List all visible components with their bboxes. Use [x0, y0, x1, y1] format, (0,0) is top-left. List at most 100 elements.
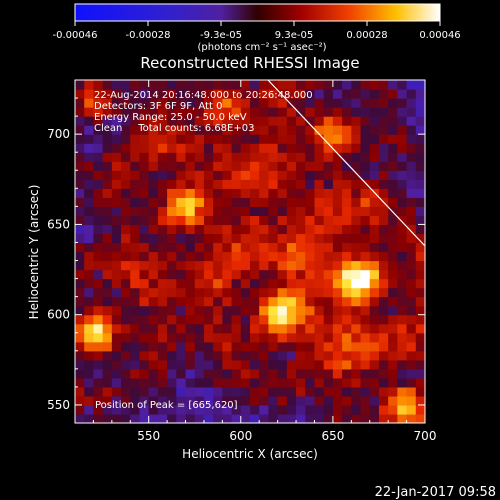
- heatmap-cell: [305, 332, 316, 343]
- heatmap-cell: [121, 152, 131, 162]
- heatmap-cell: [185, 152, 196, 162]
- heatmap-cell: [139, 287, 150, 298]
- heatmap-cell: [268, 143, 279, 153]
- heatmap-cell: [222, 350, 233, 361]
- heatmap-cell: [342, 314, 352, 325]
- heatmap-cell: [314, 278, 325, 289]
- heatmap-cell: [102, 251, 113, 262]
- plot-frame: [74, 79, 426, 424]
- heatmap-cell: [157, 332, 168, 343]
- heatmap-cell: [250, 206, 260, 216]
- heatmap-cell: [259, 395, 270, 406]
- heatmap-cell: [167, 215, 177, 226]
- heatmap-cell: [369, 287, 380, 298]
- heatmap-cell: [268, 350, 279, 361]
- heatmap-cell: [296, 251, 306, 262]
- heatmap-cell: [277, 359, 288, 370]
- heatmap-cell: [323, 188, 334, 198]
- heatmap-cell: [332, 170, 343, 180]
- heatmap-cell: [176, 134, 187, 144]
- heatmap-cell: [130, 296, 141, 307]
- heatmap-cell: [277, 341, 288, 352]
- heatmap-cell: [323, 134, 334, 144]
- heatmap-cell: [351, 233, 362, 244]
- heatmap-cell: [360, 116, 371, 126]
- heatmap-cell: [185, 368, 196, 379]
- heatmap-cell: [148, 305, 159, 316]
- heatmap-cell: [305, 296, 316, 307]
- heatmap-cell: [250, 116, 260, 126]
- heatmap-cell: [314, 197, 325, 207]
- heatmap-cell: [286, 377, 297, 388]
- heatmap-cell: [360, 404, 371, 415]
- heatmap-cell: [240, 368, 251, 379]
- heatmap-cell: [231, 152, 242, 162]
- heatmap-cell: [121, 377, 131, 388]
- heatmap-cell: [388, 269, 398, 280]
- heatmap-cell: [406, 80, 417, 90]
- heatmap-cell: [176, 350, 187, 361]
- heatmap-cell: [213, 350, 223, 361]
- heatmap-cell: [388, 287, 398, 298]
- heatmap-cell: [369, 161, 380, 171]
- heatmap-cell: [277, 125, 288, 135]
- heatmap-cell: [176, 242, 187, 253]
- heatmap-cell: [203, 179, 214, 189]
- heatmap-cell: [157, 314, 168, 325]
- detectors-annotation: Detectors: 3F 6F 9F, Att 0: [94, 101, 222, 112]
- heatmap-cell: [305, 188, 316, 198]
- heatmap-cell: [102, 269, 113, 280]
- heatmap-cell: [139, 224, 150, 235]
- heatmap-cell: [268, 323, 279, 334]
- heatmap-cell: [388, 296, 398, 307]
- heatmap-cell: [139, 233, 150, 244]
- heatmap-cell: [167, 404, 177, 415]
- heatmap-cell: [222, 332, 233, 343]
- heatmap-cell: [314, 341, 325, 352]
- heatmap-cell: [360, 206, 371, 216]
- heatmap-cell: [305, 260, 316, 271]
- heatmap-cell: [286, 332, 297, 343]
- heatmap-cell: [305, 170, 316, 180]
- heatmap-cell: [406, 89, 417, 99]
- heatmap-cell: [176, 188, 187, 198]
- heatmap-cell: [93, 206, 104, 216]
- heatmap-cell: [185, 188, 196, 198]
- heatmap-cell: [213, 260, 223, 271]
- heatmap-cell: [240, 143, 251, 153]
- heatmap-cell: [351, 350, 362, 361]
- heatmap-cell: [148, 359, 159, 370]
- heatmap-cell: [342, 305, 352, 316]
- heatmap-cell: [388, 404, 398, 415]
- heatmap-cell: [157, 143, 168, 153]
- heatmap-cell: [111, 269, 122, 280]
- heatmap-cell: [351, 80, 362, 90]
- heatmap-cell: [167, 386, 177, 397]
- heatmap-cell: [406, 404, 417, 415]
- heatmap-cell: [176, 89, 187, 99]
- heatmap-cell: [286, 143, 297, 153]
- heatmap-cell: [268, 206, 279, 216]
- heatmap-cell: [75, 134, 85, 144]
- heatmap-cell: [194, 296, 205, 307]
- heatmap-cell: [332, 125, 343, 135]
- heatmap-cell: [111, 251, 122, 262]
- heatmap-cell: [296, 359, 306, 370]
- colorbar: [74, 3, 441, 22]
- heatmap-cell: [93, 368, 104, 379]
- heatmap-cell: [167, 89, 177, 99]
- heatmap-cell: [231, 395, 242, 406]
- heatmap-cell: [102, 89, 113, 99]
- heatmap-cell: [406, 152, 417, 162]
- heatmap-cell: [268, 197, 279, 207]
- heatmap-cell: [259, 197, 270, 207]
- heatmap-cell: [250, 269, 260, 280]
- heatmap-cell: [388, 377, 398, 388]
- heatmap-cell: [130, 125, 141, 135]
- heatmap-cell: [176, 107, 187, 117]
- heatmap-cell: [314, 161, 325, 171]
- heatmap-cell: [332, 395, 343, 406]
- heatmap-cell: [388, 116, 398, 126]
- heatmap-cell: [222, 413, 233, 423]
- heatmap-cell: [415, 314, 425, 325]
